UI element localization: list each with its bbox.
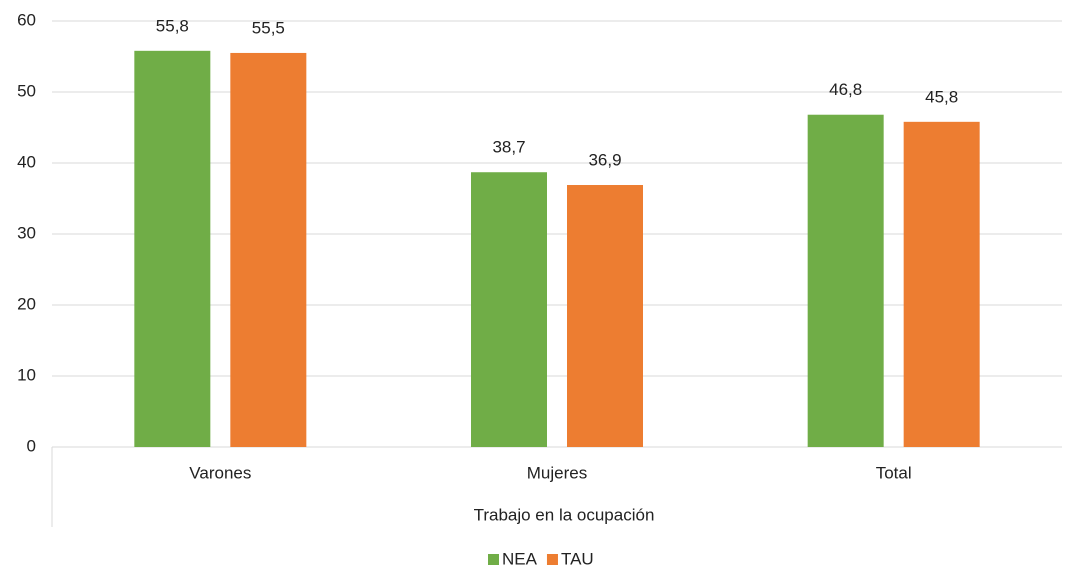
bar	[903, 121, 980, 447]
x-tick-label: Varones	[189, 463, 251, 482]
legend-label: TAU	[561, 549, 594, 568]
y-tick-label: 40	[17, 152, 36, 171]
data-label: 45,8	[925, 87, 958, 106]
bar	[134, 50, 211, 447]
y-tick-label: 20	[17, 294, 36, 313]
legend-label: NEA	[502, 549, 538, 568]
x-tick-label: Mujeres	[527, 463, 587, 482]
y-tick-label: 0	[27, 436, 36, 455]
data-label: 55,5	[252, 18, 285, 37]
data-label: 36,9	[588, 150, 621, 169]
x-tick-label: Total	[876, 463, 912, 482]
bar	[807, 114, 884, 447]
legend-swatch	[546, 554, 558, 565]
x-axis-label: Trabajo en la ocupación	[474, 505, 655, 524]
bar	[471, 172, 547, 448]
bar	[230, 52, 307, 447]
y-tick-label: 50	[17, 81, 36, 100]
data-label: 46,8	[829, 80, 862, 99]
data-label: 55,8	[156, 16, 189, 35]
y-tick-label: 60	[17, 10, 36, 29]
legend-swatch	[488, 554, 499, 565]
y-tick-label: 10	[17, 365, 36, 384]
data-label: 38,7	[492, 138, 525, 157]
y-tick-label: 30	[17, 223, 36, 242]
bar	[567, 185, 643, 447]
